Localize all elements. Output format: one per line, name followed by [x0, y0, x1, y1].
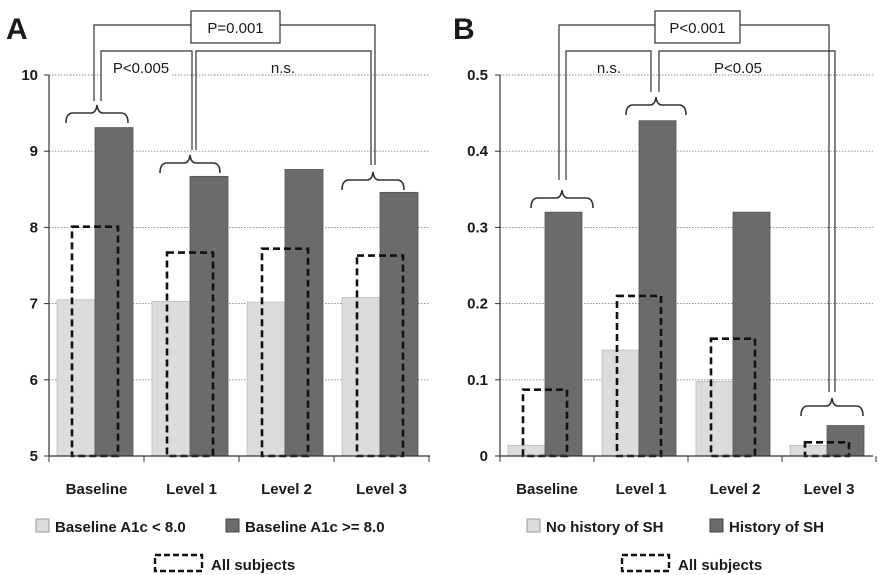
panel-b-annotation-p0001: P<0.001	[669, 20, 725, 37]
panel-a-bracket-p0005	[100, 50, 193, 150]
panel-a-ytick-label: 9	[30, 143, 38, 160]
panel-a-bar-dark	[94, 127, 134, 457]
panel-a-bar-dark	[284, 169, 324, 457]
panel-b-letter: B	[453, 13, 475, 46]
panel-b-xtick-label: Baseline	[516, 481, 578, 498]
panel-b-bar-dark	[732, 211, 771, 457]
panel-a-bar-light	[151, 300, 191, 457]
panel-b-ytick-label: 0.5	[467, 67, 488, 84]
panel-a-bar-dark	[379, 191, 419, 457]
panel-b-ytick-label: 0.2	[467, 296, 488, 313]
panel-a-bar-light	[246, 301, 286, 457]
panel-a-label-box-p0001	[190, 10, 281, 44]
panel-a-letter: A	[6, 13, 28, 46]
panel-b-bracket-ns	[565, 50, 652, 180]
panel-a-legend-label-light: Baseline A1c < 8.0	[55, 519, 186, 536]
panel-a-ytick-label: 7	[30, 296, 38, 313]
panel-a-annotation-p0005: P<0.005	[113, 60, 169, 77]
panel-b-legend-label-dark: History of SH	[729, 519, 824, 536]
panel-b-bracket-p0001	[558, 24, 830, 392]
panel-b-bar-dark	[544, 211, 583, 457]
panel-a-bracket-p0001	[93, 24, 376, 165]
panel-b-brace-level3	[800, 397, 864, 417]
panel-a-bracket-ns	[195, 50, 372, 165]
panel-a-legend-swatch-all	[153, 553, 204, 573]
panel-b-legend-swatch-light	[526, 518, 541, 533]
panel-a-legend-label-all: All subjects	[211, 557, 295, 574]
panel-b-legend-label-light: No history of SH	[546, 519, 664, 536]
panel-b-bar-light	[507, 444, 546, 457]
panel-b-bar-all-subjects	[709, 337, 757, 458]
panel-a-annotation-ns: n.s.	[271, 60, 295, 77]
panel-a-xtick-label: Level 1	[166, 481, 217, 498]
panel-b-xtick-label: Level 3	[804, 481, 855, 498]
panel-a-bar-light	[56, 299, 96, 457]
panel-a-bar-all-subjects	[165, 251, 215, 458]
panel-b-xtick-label: Level 1	[616, 481, 667, 498]
panel-b-ytick-label: 0	[480, 448, 488, 465]
panel-b-brace-baseline	[530, 189, 594, 209]
panel-b-xtick-label: Level 2	[710, 481, 761, 498]
panel-b-brace-level1	[625, 96, 687, 116]
panel-a-brace-level1	[159, 154, 221, 174]
panel-a-label-bg-p0005	[102, 54, 172, 80]
panel-a-legend-label-dark: Baseline A1c >= 8.0	[245, 519, 385, 536]
panel-b-legend-label-all: All subjects	[678, 557, 762, 574]
panel-b-bar-light	[695, 380, 734, 457]
panel-a-ytick-label: 10	[21, 67, 38, 84]
panel-a-legend-swatch-light	[35, 518, 50, 533]
panel-b-bracket-p005	[658, 50, 836, 392]
panel-b-bar-dark	[826, 425, 865, 457]
panel-a-xtick-label: Level 3	[356, 481, 407, 498]
panel-b-legend-swatch-dark	[709, 518, 724, 533]
panel-a-legend-swatch-dark	[225, 518, 240, 533]
panel-a-xtick-label: Baseline	[66, 481, 128, 498]
panel-a-bar-dark	[189, 175, 229, 457]
panel-a-annotation-p0001: P=0.001	[207, 20, 263, 37]
panel-a-brace-level3	[341, 171, 405, 191]
panel-b-bar-dark	[638, 120, 677, 457]
panel-a-ytick-label: 8	[30, 219, 38, 236]
panel-b-annotation-p005: P<0.05	[714, 60, 762, 77]
panel-b-ytick-label: 0.1	[467, 372, 488, 389]
panel-b-bar-light	[789, 444, 828, 457]
panel-b-annotation-ns: n.s.	[597, 60, 621, 77]
panel-a-ytick-label: 6	[30, 372, 38, 389]
panel-b-legend-swatch-all	[620, 553, 671, 573]
panel-a-ytick-label: 5	[30, 448, 38, 465]
panel-b-ytick-label: 0.3	[467, 219, 488, 236]
panel-b-label-box-p0001	[654, 10, 741, 44]
panel-b-ytick-label: 0.4	[467, 143, 489, 160]
panel-a-xtick-label: Level 2	[261, 481, 312, 498]
panel-a-brace-baseline	[65, 104, 129, 124]
panel-b-bar-light	[601, 349, 640, 457]
panel-a-bar-light	[341, 297, 381, 457]
